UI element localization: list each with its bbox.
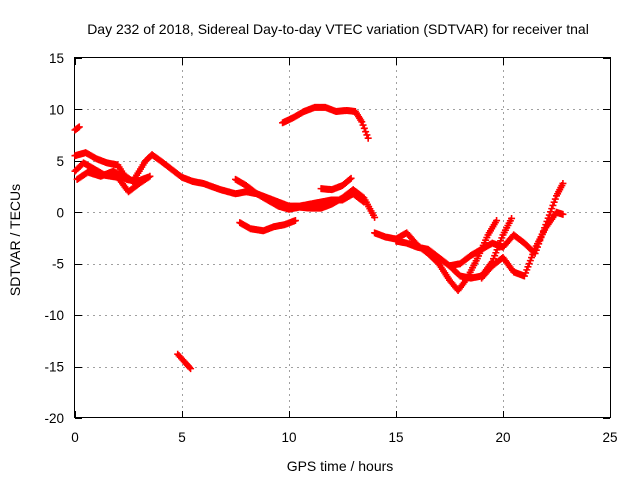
data-point xyxy=(185,363,193,371)
data-point xyxy=(144,173,152,181)
y-tick-label: 10 xyxy=(49,102,64,117)
y-tick-label: -15 xyxy=(44,360,64,375)
y-tick-label: -20 xyxy=(44,411,64,426)
x-tick-label: 20 xyxy=(495,430,510,445)
series-arc-mid-4 xyxy=(317,174,355,194)
axis-ticks xyxy=(75,58,611,419)
data-point xyxy=(547,208,555,216)
y-tick-label: 15 xyxy=(49,51,64,66)
data-point xyxy=(371,213,379,221)
data-point xyxy=(362,128,370,136)
data-point xyxy=(548,205,556,213)
plot-frame xyxy=(74,57,611,418)
data-point xyxy=(493,217,501,225)
chart-title: Day 232 of 2018, Sidereal Day-to-day VTE… xyxy=(87,21,589,37)
series-arc-low-isolated xyxy=(174,350,195,373)
data-point xyxy=(551,195,559,203)
y-tick-labels: -20 -15 -10 -5 0 5 10 15 xyxy=(44,51,64,426)
x-tick-label: 10 xyxy=(281,430,296,445)
data-point xyxy=(559,210,567,218)
x-tick-label: 0 xyxy=(71,430,79,445)
series-arc-short-start xyxy=(71,123,83,134)
y-tick-label: 0 xyxy=(56,205,64,220)
series-arc-high xyxy=(279,103,372,142)
data-point xyxy=(549,201,557,209)
data-point xyxy=(363,131,371,139)
x-tick-label: 15 xyxy=(388,430,403,445)
data-point xyxy=(508,214,516,222)
data-point xyxy=(291,217,299,225)
data-point xyxy=(559,179,567,187)
data-point xyxy=(359,121,367,129)
data-point xyxy=(364,134,372,142)
y-tick-label: -5 xyxy=(52,257,64,272)
y-tick-label: 5 xyxy=(56,154,64,169)
x-tick-label: 5 xyxy=(178,430,186,445)
data-point xyxy=(75,123,83,131)
data-point xyxy=(346,175,354,183)
data-point xyxy=(347,174,355,182)
y-axis-title: SDTVAR / TECUs xyxy=(7,184,23,296)
data-points xyxy=(71,103,567,373)
data-point xyxy=(358,118,366,126)
series-arc-mid-3 xyxy=(236,217,299,235)
y-tick-label: -10 xyxy=(44,308,64,323)
series-arc-late-3 xyxy=(446,179,567,270)
data-point xyxy=(187,365,195,373)
x-tick-labels: 0 5 10 15 20 25 xyxy=(71,430,617,445)
series-arc-late-4 xyxy=(478,208,567,282)
x-axis-title: GPS time / hours xyxy=(287,458,394,474)
series-arc-early-3 xyxy=(73,167,152,185)
data-point xyxy=(550,198,558,206)
series-arc-mid-2 xyxy=(232,175,379,221)
x-tick-label: 25 xyxy=(602,430,617,445)
data-point xyxy=(360,124,368,132)
series-arc-late-2 xyxy=(392,214,516,282)
